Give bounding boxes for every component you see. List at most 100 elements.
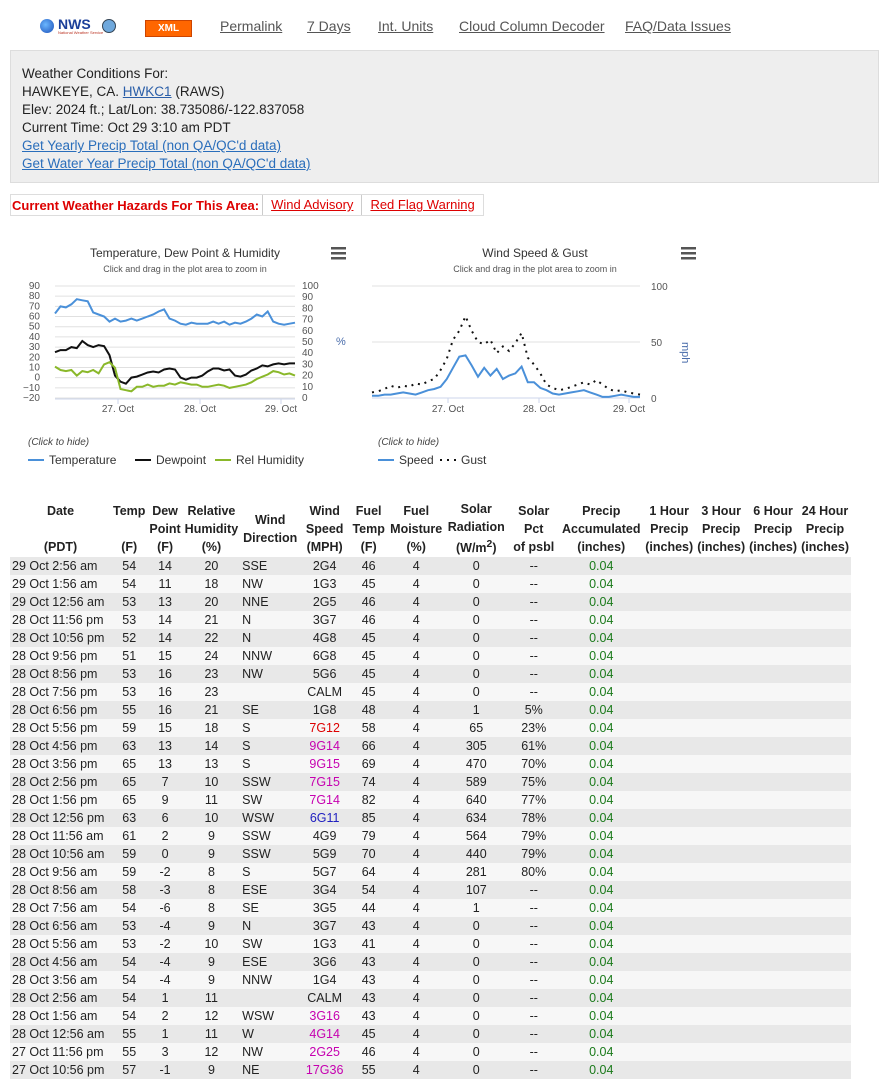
solar-pct-cell: 75% bbox=[508, 773, 560, 792]
seven-days-link[interactable]: 7 Days bbox=[307, 18, 351, 34]
nws-logo[interactable]: NWS National Weather Service bbox=[40, 16, 120, 36]
red-flag-warning-link[interactable]: Red Flag Warning bbox=[361, 195, 482, 215]
column-header: Solar Radiation (W/m2) bbox=[447, 502, 505, 556]
precip-1h-cell bbox=[643, 917, 696, 936]
temperature-chart[interactable]: Temperature, Dew Point & Humidity Click … bbox=[10, 232, 355, 482]
table-row: 28 Oct 4:56 pm 63 13 14 S 9G14 66 4 305 61% 0.04 bbox=[10, 737, 851, 756]
wind-speed-cell: 2G5 bbox=[300, 593, 350, 612]
chart-menu-icon[interactable] bbox=[331, 247, 346, 260]
precip-accum-cell: 0.04 bbox=[559, 665, 644, 684]
solar-pct-cell: -- bbox=[508, 665, 560, 684]
precip-1h-cell bbox=[643, 899, 696, 918]
chart-menu-icon[interactable] bbox=[681, 247, 696, 260]
y-right-tick-label: 80 bbox=[302, 303, 314, 314]
fuel-moisture-cell: 4 bbox=[388, 935, 445, 954]
solar-pct-cell: -- bbox=[508, 557, 560, 576]
date-cell: 28 Oct 6:56 am bbox=[10, 917, 111, 936]
fuel-temp-cell: 45 bbox=[349, 1025, 389, 1044]
solar-pct-cell: 77% bbox=[508, 791, 560, 810]
dewpoint-cell: 11 bbox=[147, 575, 183, 594]
fuel-moisture-cell: 4 bbox=[388, 845, 445, 864]
wind-speed-cell: 4G9 bbox=[300, 827, 350, 846]
precip-accum-cell: 0.04 bbox=[559, 791, 644, 810]
fuel-temp-cell: 69 bbox=[349, 755, 389, 774]
precip-3h-cell bbox=[695, 557, 748, 576]
solar-pct-cell: -- bbox=[508, 899, 560, 918]
temp-cell: 54 bbox=[111, 953, 148, 972]
solar-radiation-cell: 305 bbox=[444, 737, 509, 756]
fuel-temp-cell: 44 bbox=[349, 899, 389, 918]
fuel-moisture-cell: 4 bbox=[388, 971, 445, 990]
y-tick-label: 30 bbox=[29, 342, 41, 353]
fuel-temp-cell: 46 bbox=[349, 593, 389, 612]
column-header: Wind Direction bbox=[243, 512, 298, 545]
legend-item-speed[interactable]: Speed bbox=[378, 453, 434, 467]
date-cell: 28 Oct 2:56 am bbox=[10, 989, 111, 1008]
date-cell: 28 Oct 12:56 pm bbox=[10, 809, 111, 828]
wind-direction-cell: W bbox=[240, 1025, 301, 1044]
precip-accum-cell: 0.04 bbox=[559, 1025, 644, 1044]
water-year-precip-link[interactable]: Get Water Year Precip Total (non QA/QC'd… bbox=[22, 156, 311, 171]
yearly-precip-link[interactable]: Get Yearly Precip Total (non QA/QC'd dat… bbox=[22, 138, 281, 153]
temp-cell: 54 bbox=[111, 1007, 148, 1026]
mph-axis-label: mph bbox=[679, 342, 691, 363]
y-right-tick-label: 10 bbox=[302, 382, 314, 393]
table-row: 28 Oct 10:56 pm 52 14 22 N 4G8 45 4 0 -- 0.04 bbox=[10, 629, 851, 648]
dewpoint-cell: -4 bbox=[147, 971, 183, 990]
humidity-cell: 13 bbox=[182, 755, 241, 774]
solar-pct-cell: -- bbox=[508, 575, 560, 594]
fuel-moisture-cell: 4 bbox=[388, 791, 445, 810]
precip-accum-cell: 0.04 bbox=[559, 737, 644, 756]
int-units-link[interactable]: Int. Units bbox=[378, 18, 434, 34]
solar-pct-cell: -- bbox=[508, 647, 560, 666]
fuel-temp-cell: 46 bbox=[349, 557, 389, 576]
fuel-moisture-cell: 4 bbox=[388, 665, 445, 684]
table-row: 28 Oct 6:56 pm 55 16 21 SE 1G8 48 4 1 5% 0.04 bbox=[10, 701, 851, 720]
top-nav: NWS National Weather Service XML Permali… bbox=[0, 0, 879, 50]
table-row: 28 Oct 6:56 am 53 -4 9 N 3G7 43 4 0 -- 0.04 bbox=[10, 917, 851, 936]
temp-cell: 52 bbox=[111, 629, 148, 648]
precip-24h-cell bbox=[799, 755, 851, 774]
precip-accum-cell: 0.04 bbox=[559, 917, 644, 936]
wind-speed-cell: 3G7 bbox=[300, 611, 350, 630]
fuel-temp-cell: 74 bbox=[349, 773, 389, 792]
wind-chart[interactable]: Wind Speed & Gust Click and drag in the … bbox=[360, 232, 710, 482]
hazards-label: Current Weather Hazards For This Area: bbox=[12, 197, 260, 213]
legend-item-gust[interactable]: Gust bbox=[440, 453, 487, 467]
precip-1h-cell bbox=[643, 737, 696, 756]
table-row: 27 Oct 11:56 pm 55 3 12 NW 2G25 46 4 0 -- 0.04 bbox=[10, 1043, 851, 1062]
solar-radiation-cell: 0 bbox=[444, 683, 509, 702]
precip-24h-cell bbox=[799, 647, 851, 666]
precip-3h-cell bbox=[695, 665, 748, 684]
legend-item-temperature[interactable]: Temperature bbox=[28, 453, 117, 467]
wind-direction-cell: NW bbox=[240, 1043, 301, 1062]
fuel-moisture-cell: 4 bbox=[388, 683, 445, 702]
humidity-cell: 9 bbox=[182, 827, 241, 846]
precip-accum-cell: 0.04 bbox=[559, 701, 644, 720]
humidity-cell: 18 bbox=[182, 575, 241, 594]
wind-direction-cell: SE bbox=[240, 701, 301, 720]
y-right-tick-label: 100 bbox=[302, 281, 319, 292]
table-row: 28 Oct 1:56 am 54 2 12 WSW 3G16 43 4 0 -- 0.04 bbox=[10, 1007, 851, 1026]
wind-direction-cell: S bbox=[240, 755, 301, 774]
y-right-tick-label: 50 bbox=[302, 337, 314, 348]
table-row: 28 Oct 11:56 am 61 2 9 SSW 4G9 79 4 564 79% 0.04 bbox=[10, 827, 851, 846]
permalink-link[interactable]: Permalink bbox=[220, 18, 283, 34]
xml-button[interactable]: XML bbox=[145, 20, 192, 37]
precip-6h-cell bbox=[747, 719, 800, 738]
faq-data-issues-link[interactable]: FAQ/Data Issues bbox=[625, 18, 731, 34]
date-cell: 28 Oct 5:56 am bbox=[10, 935, 111, 954]
solar-radiation-cell: 564 bbox=[444, 827, 509, 846]
table-row: 28 Oct 2:56 am 54 1 11 CALM 43 4 0 -- 0.04 bbox=[10, 989, 851, 1008]
humidity-cell: 22 bbox=[182, 629, 241, 648]
wind-direction-cell: WSW bbox=[240, 809, 301, 828]
fuel-moisture-cell: 4 bbox=[388, 557, 445, 576]
legend-item-dewpoint[interactable]: Dewpoint bbox=[135, 453, 207, 467]
wind-speed-cell: 4G8 bbox=[300, 629, 350, 648]
cloud-column-decoder-link[interactable]: Cloud Column Decoder bbox=[459, 18, 605, 34]
station-id-link[interactable]: HWKC1 bbox=[122, 84, 172, 99]
solar-radiation-cell: 107 bbox=[444, 881, 509, 900]
wind-advisory-link[interactable]: Wind Advisory bbox=[262, 195, 361, 215]
legend-item-rel-humidity[interactable]: Rel Humidity bbox=[215, 453, 304, 467]
date-cell: 28 Oct 4:56 am bbox=[10, 953, 111, 972]
